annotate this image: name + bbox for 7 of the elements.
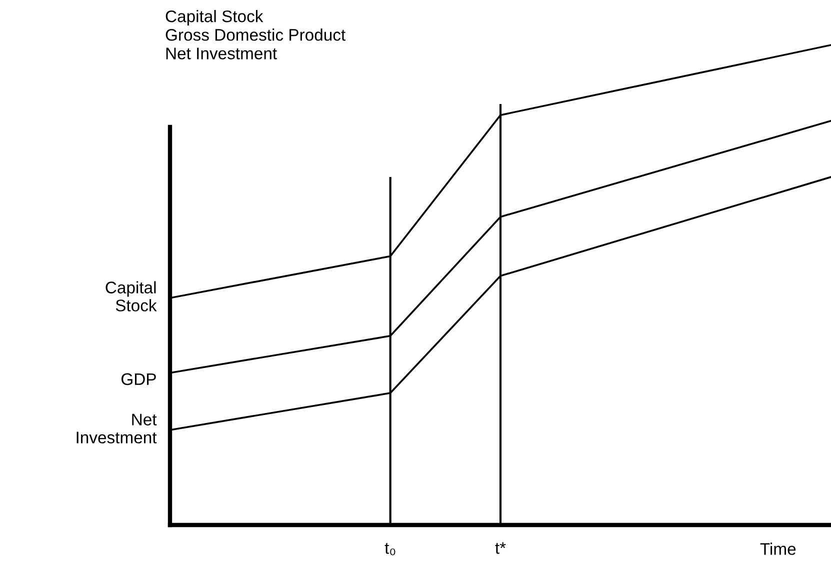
series-label: Net Investment	[76, 414, 157, 444]
x-axis-title: Time	[760, 542, 796, 555]
series-label: GDP	[122, 373, 156, 386]
x-tick-label: t₀	[384, 542, 396, 556]
series-label: Capital Stock	[106, 281, 157, 312]
x-tick-label: t*	[495, 542, 506, 554]
y-axis-title: Capital Stock Gross Domestic Product Net Investment	[166, 10, 346, 60]
